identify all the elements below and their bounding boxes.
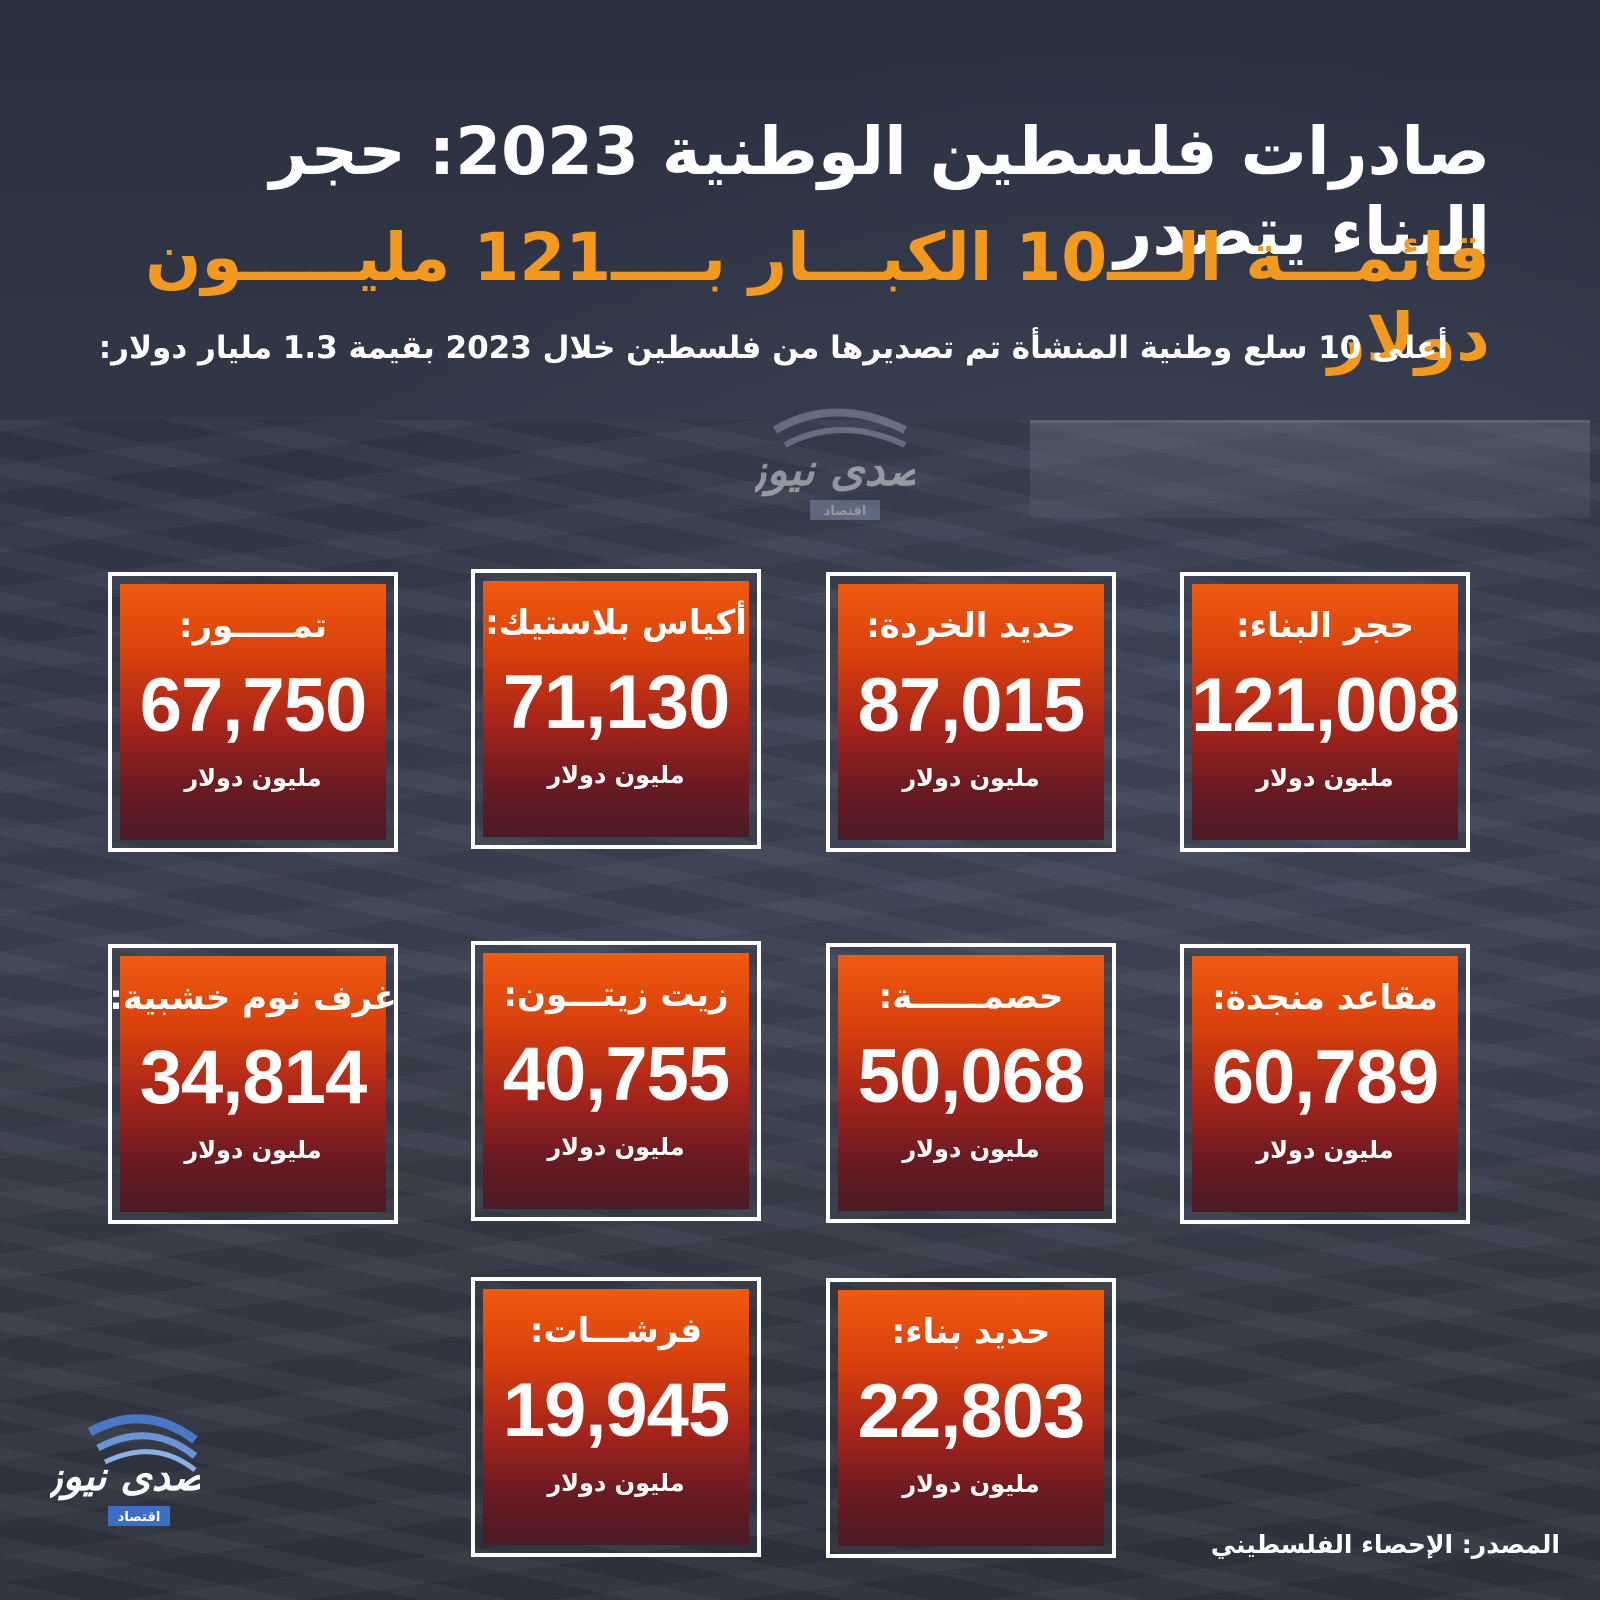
title-line-1: صادرات فلسطين الوطنية 2023: حجر البناء ي… [269,113,1490,270]
card-value: 67,750 [139,663,367,748]
card-value: 19,945 [502,1368,730,1453]
card-4: تمـــــور: 67,750 مليون دولار [108,572,398,852]
card-unit: مليون دولار [547,761,685,789]
card-value: 71,130 [502,660,730,745]
card-unit: مليون دولار [547,1133,685,1161]
card-label: مقاعد منجدة: [1212,978,1438,1018]
card-9: حديد بناء: 22,803 مليون دولار [826,1278,1116,1558]
card-2: حديد الخردة: 87,015 مليون دولار [826,572,1116,852]
card-5: مقاعد منجدة: 60,789 مليون دولار [1180,944,1470,1224]
subtitle: أعلى 10 سلع وطنية المنشأة تم تصديرها من … [98,330,1448,366]
card-label: حصمــــــة: [878,977,1064,1017]
card-unit: مليون دولار [902,1470,1040,1498]
card-label: زيت زيتـــون: [503,975,729,1015]
card-label: غرف نوم خشبية: [109,978,397,1018]
card-unit: مليون دولار [1256,1136,1394,1164]
card-6: حصمــــــة: 50,068 مليون دولار [826,943,1116,1223]
brand-logo: صدى نيوز اقتصاد [50,1414,200,1526]
card-unit: مليون دولار [184,764,322,792]
card-3: أكياس بلاستيك: 71,130 مليون دولار [471,569,761,849]
card-unit: مليون دولار [902,1135,1040,1163]
brand-logo-text: صدى نيوز [50,1453,200,1501]
card-10: فرشـــات: 19,945 مليون دولار [471,1277,761,1557]
card-unit: مليون دولار [184,1136,322,1164]
watermark-logo-tag: اقتصاد [824,504,867,519]
card-value: 121,008 [1191,663,1460,748]
card-unit: مليون دولار [1256,764,1394,792]
card-label: تمـــــور: [178,606,328,646]
watermark-logo-text: صدى نيوز [755,445,915,497]
card-value: 40,755 [502,1032,730,1117]
card-label: حديد بناء: [891,1312,1051,1352]
card-1: حجر البناء: 121,008 مليون دولار [1180,572,1470,852]
card-value: 22,803 [857,1369,1085,1454]
background-building [1030,420,1590,518]
card-label: حجر البناء: [1236,606,1414,646]
card-label: حديد الخردة: [866,606,1076,646]
brand-logo-tag: اقتصاد [118,1510,161,1525]
card-unit: مليون دولار [547,1469,685,1497]
card-value: 50,068 [857,1034,1085,1119]
source-note: المصدر: الإحصاء الفلسطيني [1210,1530,1560,1559]
watermark-logo: صدى نيوز اقتصاد [755,408,915,520]
card-label: فرشـــات: [529,1311,703,1351]
card-unit: مليون دولار [902,764,1040,792]
title-line-2: قائمـــة الـــ10 الكبـــار بــــ121 مليـ… [145,219,1490,376]
card-label: أكياس بلاستيك: [485,603,747,643]
card-7: زيت زيتـــون: 40,755 مليون دولار [471,941,761,1221]
card-value: 60,789 [1211,1035,1439,1120]
card-8: غرف نوم خشبية: 34,814 مليون دولار [108,944,398,1224]
card-value: 87,015 [857,663,1085,748]
card-value: 34,814 [139,1035,367,1120]
